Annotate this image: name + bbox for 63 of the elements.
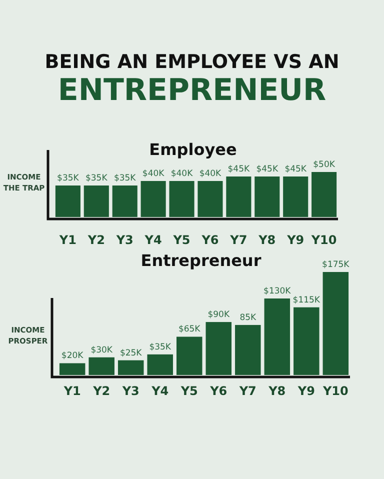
- data-label: $35K: [57, 174, 80, 184]
- chart-title: BEING AN EMPLOYEE VS AN ENTREPRENEUR: [44, 51, 340, 108]
- x-tick-label: Y6: [209, 384, 228, 398]
- bar: [322, 272, 349, 375]
- bar: [140, 181, 166, 217]
- x-tick-label: Y2: [92, 384, 110, 398]
- x-tick-label: Y8: [268, 384, 286, 398]
- x-tick-label: Y4: [144, 233, 162, 247]
- x-tick-label: Y4: [150, 384, 169, 398]
- data-label: $35K: [114, 174, 136, 184]
- data-label: $40K: [199, 169, 222, 179]
- data-label: $65K: [178, 324, 201, 335]
- bar: [312, 172, 337, 217]
- x-tick-label: Y6: [200, 233, 219, 247]
- x-tick-label: Y1: [62, 384, 81, 398]
- data-label: $50K: [313, 160, 336, 170]
- bar: [169, 181, 194, 217]
- bar: [147, 354, 173, 375]
- bar: [59, 363, 86, 375]
- x-tick-label: Y7: [238, 384, 256, 398]
- x-tick-label: Y9: [296, 384, 315, 398]
- bar: [294, 307, 320, 375]
- bar: [254, 176, 280, 217]
- data-label: $35K: [85, 174, 108, 184]
- chart-subtitle: Employee: [149, 140, 237, 159]
- bar: [84, 186, 109, 217]
- bar: [112, 186, 138, 217]
- bar: [55, 186, 80, 217]
- data-label: $35K: [149, 342, 172, 352]
- bar: [264, 298, 290, 375]
- data-label: $175K: [322, 260, 350, 270]
- data-label: $45K: [284, 164, 307, 174]
- data-label: $40K: [170, 169, 194, 179]
- chart-subtitle: Entrepreneur: [140, 251, 262, 270]
- data-label: 85K: [240, 312, 257, 323]
- bar: [176, 336, 202, 375]
- x-tick-label: Y3: [115, 233, 134, 247]
- data-label: $20K: [61, 351, 84, 362]
- data-label: $30K: [90, 345, 113, 356]
- bar: [206, 322, 232, 375]
- bar: [283, 176, 308, 217]
- bar: [88, 357, 114, 375]
- x-tick-label: Y5: [172, 233, 190, 247]
- data-label: $45K: [256, 164, 278, 174]
- x-tick-label: Y2: [86, 233, 105, 247]
- x-tick-label: Y8: [258, 233, 276, 247]
- bar: [235, 324, 261, 375]
- x-tick-label: Y7: [229, 233, 248, 247]
- data-label: $90K: [208, 310, 230, 320]
- x-tick-label: Y3: [121, 384, 140, 398]
- bar: [226, 176, 252, 217]
- bar: [118, 360, 144, 375]
- data-label: $40K: [142, 169, 165, 179]
- x-tick-label: Y1: [58, 233, 76, 247]
- data-label: $45K: [228, 164, 250, 174]
- x-tick-label: Y5: [180, 384, 198, 398]
- x-tick-label: Y10: [310, 233, 337, 247]
- data-label: $130K: [264, 286, 292, 296]
- x-tick-label: Y9: [286, 233, 304, 247]
- data-label: $115K: [292, 295, 320, 306]
- x-tick-label: Y10: [322, 384, 348, 398]
- bar: [198, 181, 223, 217]
- data-label: $25K: [120, 348, 142, 358]
